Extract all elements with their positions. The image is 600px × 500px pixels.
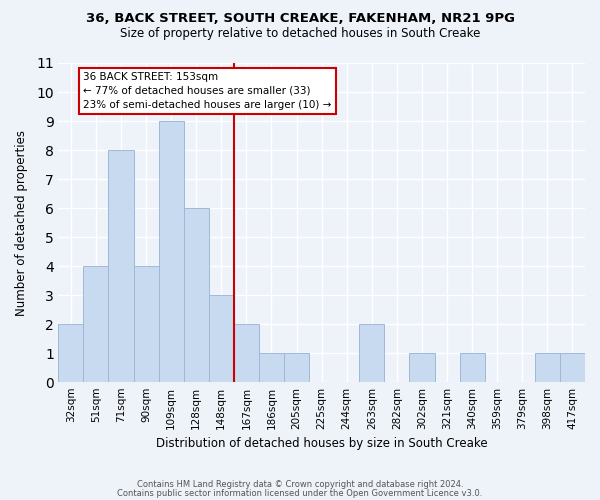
Text: Contains public sector information licensed under the Open Government Licence v3: Contains public sector information licen… (118, 488, 482, 498)
Bar (259, 354, 284, 382)
Text: Size of property relative to detached houses in South Creake: Size of property relative to detached ho… (120, 28, 480, 40)
Bar (359, 324, 385, 382)
Text: Contains HM Land Registry data © Crown copyright and database right 2024.: Contains HM Land Registry data © Crown c… (137, 480, 463, 489)
Bar (158, 121, 184, 382)
Bar (409, 354, 434, 382)
Bar (109, 150, 134, 382)
Bar (83, 266, 109, 382)
Text: 36, BACK STREET, SOUTH CREAKE, FAKENHAM, NR21 9PG: 36, BACK STREET, SOUTH CREAKE, FAKENHAM,… (86, 12, 515, 26)
Y-axis label: Number of detached properties: Number of detached properties (15, 130, 28, 316)
Bar (460, 354, 485, 382)
Bar (58, 324, 83, 382)
Bar (234, 324, 259, 382)
Bar (133, 266, 158, 382)
Bar (184, 208, 209, 382)
Bar (284, 354, 309, 382)
Bar (209, 296, 234, 382)
Bar (535, 354, 560, 382)
Bar (560, 354, 585, 382)
X-axis label: Distribution of detached houses by size in South Creake: Distribution of detached houses by size … (156, 437, 487, 450)
Text: 36 BACK STREET: 153sqm
← 77% of detached houses are smaller (33)
23% of semi-det: 36 BACK STREET: 153sqm ← 77% of detached… (83, 72, 332, 110)
